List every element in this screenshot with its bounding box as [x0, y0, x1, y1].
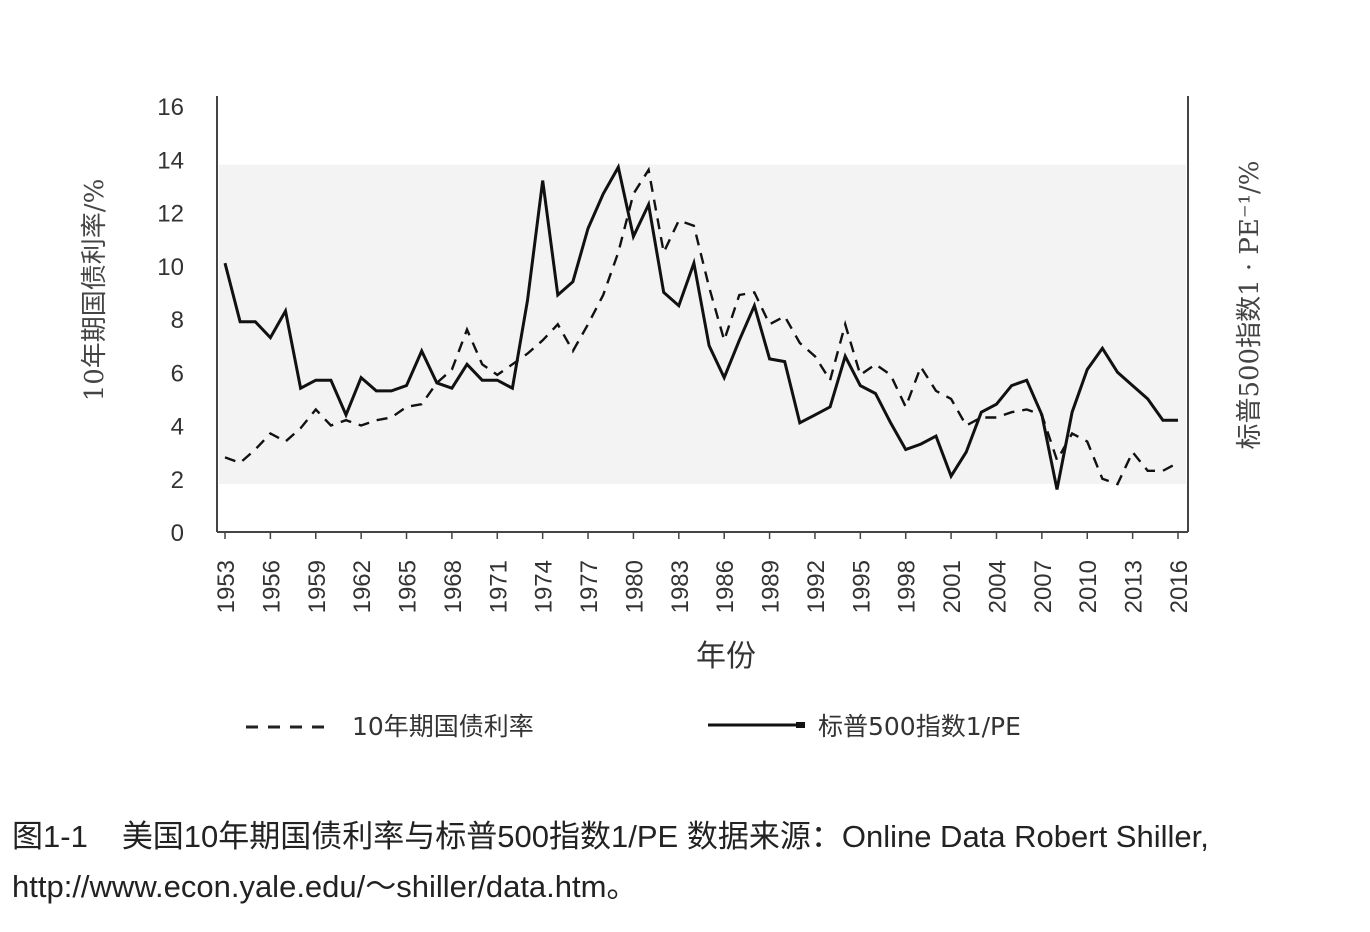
- x-tick-label: 1956: [258, 560, 285, 613]
- x-tick-label: 1986: [712, 560, 739, 613]
- x-tick-label: 1953: [213, 560, 240, 613]
- x-tick-label: 2013: [1121, 560, 1148, 613]
- y-tick-label: 6: [171, 360, 184, 387]
- figure-caption: 图1-1 美国10年期国债利率与标普500指数1/PE 数据来源：Online D…: [12, 812, 1352, 912]
- x-tick-label: 1971: [485, 560, 512, 613]
- y-tick-label: 8: [171, 307, 184, 334]
- series-layer: [223, 163, 1179, 490]
- x-tick-label: 1998: [894, 560, 921, 613]
- x-tick-label: 1968: [440, 560, 467, 613]
- legend: 10年期国债利率 标普500指数1/PE: [246, 712, 1021, 741]
- x-axis-ticks: 1953 1956 1959 1962 1965 1968 1971 1974 1977 1980…: [213, 532, 1193, 613]
- x-tick-label: 1974: [531, 560, 558, 613]
- x-tick-label: 1959: [304, 560, 331, 613]
- legend-label-sp500: 标普500指数1/PE: [818, 712, 1021, 741]
- x-tick-label: 1989: [758, 560, 785, 613]
- x-axis-title: 年份: [696, 639, 756, 674]
- y-tick-label: 16: [157, 94, 184, 121]
- legend-label-treasury: 10年期国债利率: [352, 712, 534, 741]
- caption-label: 图1-1: [12, 819, 88, 854]
- y-tick-label: 2: [171, 467, 184, 494]
- y2-axis-title: 标普500指数1 · PE⁻¹/%: [1235, 160, 1265, 449]
- x-tick-label: 2007: [1030, 560, 1057, 613]
- x-tick-label: 2001: [939, 560, 966, 613]
- x-tick-label: 1965: [395, 560, 422, 613]
- x-tick-label: 1992: [803, 560, 830, 613]
- x-tick-label: 1995: [848, 560, 875, 613]
- series-line-treasury-yield: [224, 166, 1179, 486]
- y-tick-label: 4: [171, 414, 184, 441]
- legend-solid-marker: [796, 722, 805, 728]
- y-tick-label: 10: [157, 254, 184, 281]
- series-line-sp500-earnings-yield: [223, 163, 1178, 490]
- y-tick-label: 0: [171, 520, 184, 547]
- x-tick-label: 1977: [576, 560, 603, 613]
- y-tick-label: 12: [157, 201, 184, 228]
- y-axis-title: 10年期国债利率/%: [80, 179, 110, 402]
- y-axis-ticks: 0 2 4 6 8 10 12 14 16: [157, 94, 184, 547]
- plot-background-band: [219, 164, 1186, 485]
- y-tick-label: 14: [157, 147, 184, 174]
- x-tick-label: 2016: [1166, 560, 1193, 613]
- x-tick-label: 1983: [667, 560, 694, 613]
- caption-text: 美国10年期国债利率与标普500指数1/PE 数据来源：Online Data …: [12, 819, 1209, 904]
- x-tick-label: 1962: [349, 560, 376, 613]
- x-tick-label: 1980: [621, 560, 648, 613]
- x-tick-label: 2004: [984, 560, 1011, 613]
- x-tick-label: 2010: [1075, 560, 1102, 613]
